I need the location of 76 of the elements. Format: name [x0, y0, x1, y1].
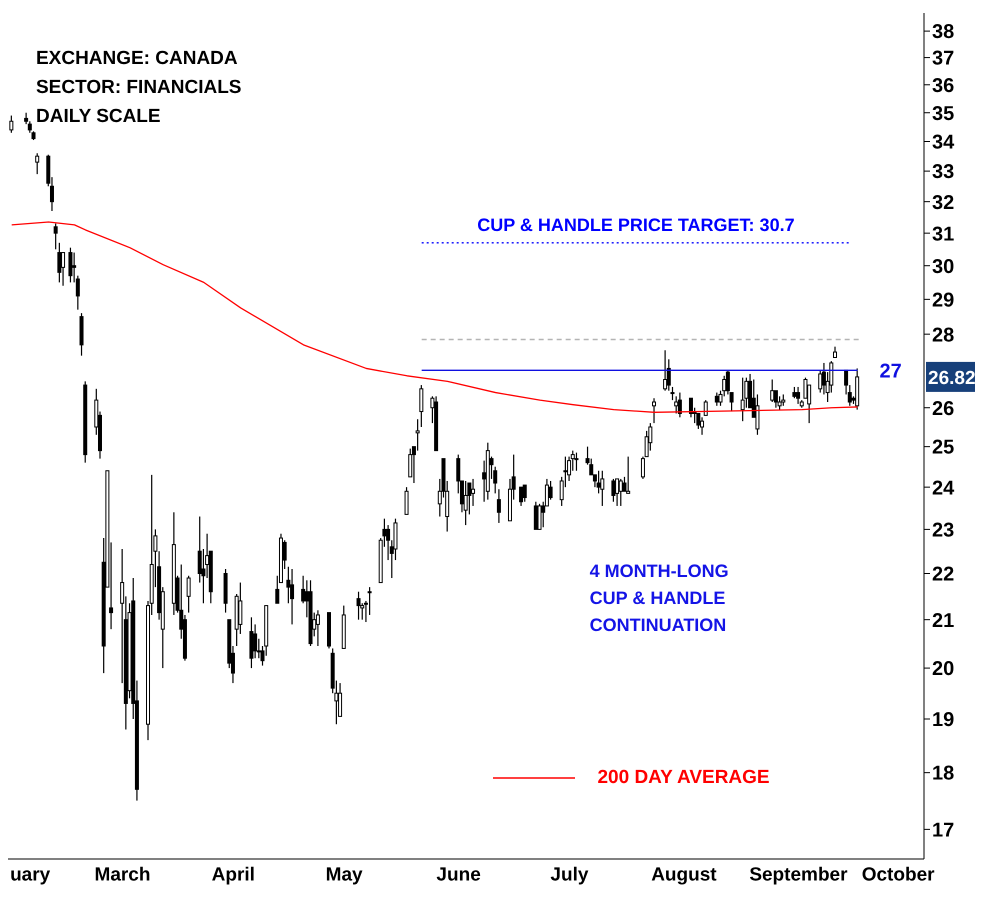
x-tick-label: uary	[10, 864, 51, 886]
text: SECTOR: FINANCIALS	[36, 77, 242, 98]
annotation: DAILY SCALE	[36, 106, 161, 127]
candlestick	[615, 478, 620, 507]
candlestick	[368, 586, 372, 616]
candlestick	[670, 386, 674, 401]
candlestick	[652, 398, 656, 424]
candlestick	[740, 377, 745, 422]
y-tick-label: 32	[932, 192, 954, 214]
candlestick	[416, 418, 420, 452]
candlestick	[596, 470, 601, 494]
y-tick-label: 26	[932, 398, 954, 420]
candlestick	[356, 591, 361, 620]
candlestick	[618, 478, 623, 507]
candlestick	[796, 386, 800, 405]
y-tick-label: 31	[932, 223, 954, 246]
y-tick-label: 34	[932, 132, 956, 154]
candlestick	[781, 394, 786, 406]
candlestick	[626, 456, 630, 494]
y-tick-label: 29	[932, 289, 954, 312]
candlestick	[833, 346, 838, 358]
x-tick-label: July	[550, 864, 589, 886]
x-tick-label: June	[436, 864, 481, 886]
candlestick	[678, 392, 682, 418]
x-tick-label: March	[94, 864, 150, 886]
y-tick-label: 18	[932, 762, 954, 785]
candlestick	[464, 480, 468, 526]
candlestick	[238, 582, 242, 635]
text: EXCHANGE: CANADA	[36, 48, 238, 69]
series-label: CUP & HANDLE PRICE TARGET: 30.7	[477, 214, 795, 235]
y-tick-label: 35	[932, 102, 954, 125]
y-tick-label: 24	[932, 477, 956, 500]
candlestick	[316, 610, 320, 647]
y-tick-label: 17	[932, 819, 954, 842]
price-tag: 26.82	[926, 362, 976, 392]
candlestick	[611, 478, 616, 502]
series-label: 27	[880, 360, 902, 382]
y-tick-label: 36	[932, 74, 954, 97]
candlestick	[496, 488, 501, 524]
candlestick	[68, 247, 72, 283]
y-tick-label: 20	[932, 658, 954, 680]
candlestick	[574, 452, 578, 472]
candlestick	[253, 624, 258, 659]
candlestick	[404, 486, 409, 516]
y-tick-label: 33	[932, 161, 954, 184]
candlestick	[522, 484, 527, 502]
x-tick-label: September	[749, 864, 848, 886]
candlestick	[471, 478, 476, 507]
y-tick-label: 28	[932, 324, 954, 346]
candlestick	[755, 394, 760, 436]
candlestick	[419, 384, 424, 428]
candlestick	[674, 396, 678, 414]
legend-label: 200 DAY AVERAGE	[597, 767, 770, 789]
candlestick	[704, 400, 708, 416]
annotation: 4 MONTH-LONG CUP & HANDLE CONTINUATION	[590, 561, 729, 635]
y-tick-label: 38	[932, 21, 954, 44]
y-tick-label: 23	[932, 519, 954, 542]
y-tick-label: 22	[932, 564, 954, 586]
y-tick-label: 30	[932, 256, 954, 278]
candlestick	[519, 486, 524, 507]
x-tick-label: October	[862, 864, 936, 886]
y-tick-label: 37	[932, 48, 954, 70]
y-tick-label: 25	[932, 436, 954, 459]
y-tick-label: 21	[932, 610, 954, 632]
candlestick	[538, 503, 542, 530]
candlestick	[792, 386, 796, 399]
x-tick-label: August	[651, 864, 718, 886]
candlestick	[600, 470, 604, 507]
candlestick	[663, 350, 668, 392]
y-tick-label: 19	[932, 709, 954, 732]
candlestick	[700, 416, 704, 436]
candlestick	[290, 568, 294, 626]
x-tick-label: April	[212, 864, 255, 886]
x-tick-label: May	[326, 864, 364, 886]
candlestick	[770, 378, 774, 403]
candlestick	[186, 575, 191, 614]
